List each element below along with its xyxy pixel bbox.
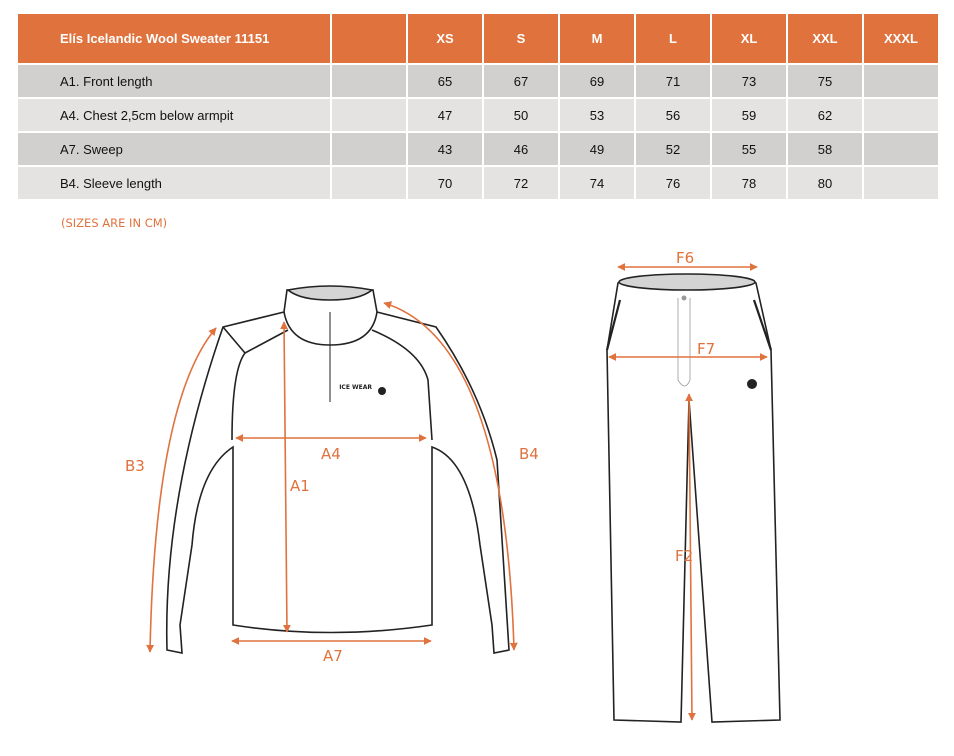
cell (864, 167, 938, 199)
cell: 78 (712, 167, 786, 199)
size-xl: XL (712, 14, 786, 63)
cell: 76 (636, 167, 710, 199)
cell: 53 (560, 99, 634, 131)
cell: 49 (560, 133, 634, 165)
table-header: Elís Icelandic Wool Sweater 11151 XS S M… (18, 14, 938, 63)
cell (864, 133, 938, 165)
cell: 47 (408, 99, 482, 131)
f2-arrow (685, 393, 696, 721)
row-label: A7. Sweep (18, 133, 330, 165)
pants-measure-lines (608, 263, 768, 721)
cell: 74 (560, 167, 634, 199)
cell: 72 (484, 167, 558, 199)
cell: 73 (712, 65, 786, 97)
cell: 56 (636, 99, 710, 131)
cell: 65 (408, 65, 482, 97)
size-s: S (484, 14, 558, 63)
size-xs: XS (408, 14, 482, 63)
f2-label: F2 (675, 547, 693, 565)
cell: 55 (712, 133, 786, 165)
cell: 46 (484, 133, 558, 165)
table-row: B4. Sleeve length 70 72 74 76 78 80 (18, 167, 938, 199)
cell: 70 (408, 167, 482, 199)
b3-arrow (146, 327, 217, 653)
b3-label: B3 (125, 457, 145, 475)
svg-text:ICE WEAR: ICE WEAR (339, 384, 372, 391)
cell: 43 (408, 133, 482, 165)
size-table: Elís Icelandic Wool Sweater 11151 XS S M… (16, 12, 940, 201)
table-row: A7. Sweep 43 46 49 52 55 58 (18, 133, 938, 165)
cell: 80 (788, 167, 862, 199)
b4-label: B4 (519, 445, 539, 463)
a7-label: A7 (323, 647, 343, 665)
product-title: Elís Icelandic Wool Sweater 11151 (18, 14, 330, 63)
cell: 71 (636, 65, 710, 97)
row-label: A4. Chest 2,5cm below armpit (18, 99, 330, 131)
cell (864, 99, 938, 131)
cell: 58 (788, 133, 862, 165)
logo-icon (747, 379, 757, 389)
cell: 75 (788, 65, 862, 97)
units-note: (SIZES ARE IN CM) (61, 216, 168, 230)
size-m: M (560, 14, 634, 63)
f6-label: F6 (676, 249, 694, 267)
table-row: A1. Front length 65 67 69 71 73 75 (18, 65, 938, 97)
a1-arrow (280, 321, 291, 633)
sweater-measure-lines (146, 301, 518, 653)
size-l: L (636, 14, 710, 63)
cell: 62 (788, 99, 862, 131)
a1-label: A1 (290, 477, 310, 495)
row-label: A1. Front length (18, 65, 330, 97)
cell: 69 (560, 65, 634, 97)
cell: 52 (636, 133, 710, 165)
size-xxxl: XXXL (864, 14, 938, 63)
cell: 59 (712, 99, 786, 131)
cell: 67 (484, 65, 558, 97)
b4-arrow (383, 301, 518, 651)
a4-label: A4 (321, 445, 341, 463)
f7-label: F7 (697, 340, 715, 358)
pants-illustration (605, 273, 781, 723)
size-xxl: XXL (788, 14, 862, 63)
sweater-illustration (165, 285, 510, 654)
cell: 50 (484, 99, 558, 131)
cell (864, 65, 938, 97)
row-label: B4. Sleeve length (18, 167, 330, 199)
table-row: A4. Chest 2,5cm below armpit 47 50 53 56 59 6… (18, 99, 938, 131)
